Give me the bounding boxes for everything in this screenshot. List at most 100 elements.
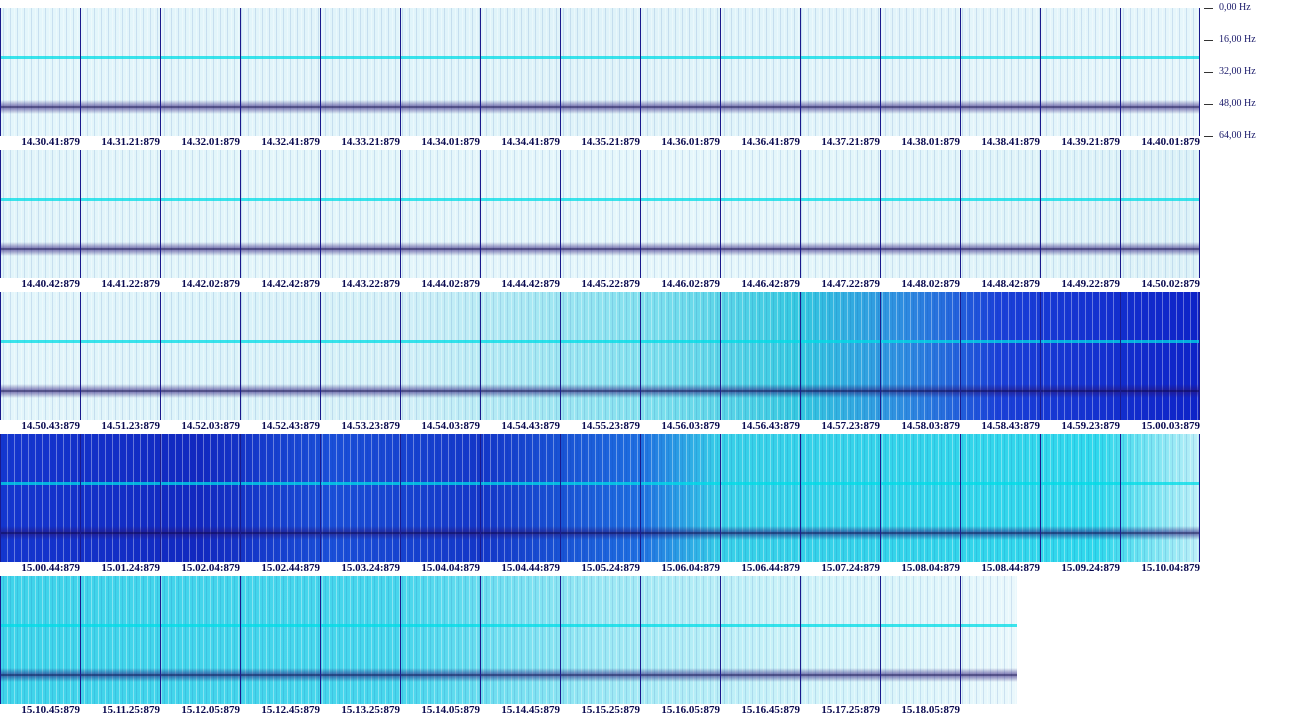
- panel-divider: [960, 8, 961, 136]
- timestamp: 14.44.42:879: [501, 278, 560, 290]
- panel-divider: [0, 150, 1, 278]
- panel-divider: [480, 292, 481, 420]
- panel-divider: [1120, 292, 1121, 420]
- signal-band: [0, 384, 1200, 398]
- panel-divider: [400, 150, 401, 278]
- timestamp: 15.08.04:879: [901, 562, 960, 574]
- timestamp: 14.52.03:879: [181, 420, 240, 432]
- spectrogram-row: 14.50.43:879 14.51.23:879 14.52.03:879 14.5…: [0, 292, 1200, 434]
- panel-divider: [1120, 434, 1121, 562]
- timestamp: 14.39.21:879: [1061, 136, 1120, 148]
- panel-divider: [880, 150, 881, 278]
- panel-divider: [1120, 150, 1121, 278]
- timestamp: 14.44.02:879: [421, 278, 480, 290]
- timestamp: 15.05.24:879: [581, 562, 640, 574]
- timestamp: 14.33.21:879: [341, 136, 400, 148]
- timestamp: 14.42.42:879: [261, 278, 320, 290]
- panel-divider: [480, 434, 481, 562]
- timestamp: 15.10.04:879: [1141, 562, 1200, 574]
- timestamp: 14.55.23:879: [581, 420, 640, 432]
- axis-label: 16,00 Hz: [1219, 34, 1256, 45]
- axis-tick: [1204, 40, 1213, 41]
- panel-divider: [240, 150, 241, 278]
- timestamp: 14.35.21:879: [581, 136, 640, 148]
- panel-divider: [560, 8, 561, 136]
- spectrogram-row: 14.40.42:879 14.41.22:879 14.42.02:879 14.4…: [0, 150, 1200, 292]
- timestamp: 15.00.44:879: [21, 562, 80, 574]
- timestamp: 14.57.23:879: [821, 420, 880, 432]
- spectrogram-image: [0, 8, 1200, 136]
- timestamp: 15.14.45:879: [501, 704, 560, 716]
- panel-divider: [400, 434, 401, 562]
- timestamp: 15.00.03:879: [1141, 420, 1200, 432]
- panel-divider: [640, 576, 641, 704]
- panel-divider: [880, 8, 881, 136]
- panel-divider: [880, 434, 881, 562]
- timestamp: 14.59.23:879: [1061, 420, 1120, 432]
- panel-divider: [720, 434, 721, 562]
- panel-divider: [1040, 8, 1041, 136]
- panel-divider: [320, 576, 321, 704]
- axis-label: 48,00 Hz: [1219, 98, 1256, 109]
- timestamp: 15.04.44:879: [501, 562, 560, 574]
- timestamp: 15.16.05:879: [661, 704, 720, 716]
- signal-line: [0, 340, 1200, 343]
- panel-divider: [320, 150, 321, 278]
- panel-divider: [80, 434, 81, 562]
- timestamp: 14.48.02:879: [901, 278, 960, 290]
- timestamp: 14.56.43:879: [741, 420, 800, 432]
- timestamp: 15.12.05:879: [181, 704, 240, 716]
- timestamp: 14.43.22:879: [341, 278, 400, 290]
- timestamp: 14.54.03:879: [421, 420, 480, 432]
- timestamp: 14.56.03:879: [661, 420, 720, 432]
- timestamp: 15.18.05:879: [901, 704, 960, 716]
- signal-band: [0, 668, 1017, 682]
- timestamp: 14.42.02:879: [181, 278, 240, 290]
- timestamp: 15.06.44:879: [741, 562, 800, 574]
- panel-divider: [800, 576, 801, 704]
- noise-texture: [0, 292, 1200, 420]
- axis-label: 64,00 Hz: [1219, 130, 1256, 141]
- panel-divider: [800, 292, 801, 420]
- panel-divider: [160, 150, 161, 278]
- signal-band: [0, 100, 1200, 114]
- timestamp: 14.50.02:879: [1141, 278, 1200, 290]
- timestamp: 14.46.02:879: [661, 278, 720, 290]
- timestamp: 14.40.01:879: [1141, 136, 1200, 148]
- panel-divider: [0, 434, 1, 562]
- panel-divider: [560, 292, 561, 420]
- spectrogram-image: [0, 292, 1200, 420]
- panel-divider: [800, 150, 801, 278]
- timestamp: 14.40.42:879: [21, 278, 80, 290]
- panel-divider: [640, 150, 641, 278]
- timestamp: 15.03.24:879: [341, 562, 400, 574]
- noise-texture: [0, 576, 1017, 704]
- axis-label: 32,00 Hz: [1219, 66, 1256, 77]
- panel-divider: [320, 434, 321, 562]
- panel-divider: [0, 8, 1, 136]
- timestamp: 14.51.23:879: [101, 420, 160, 432]
- panel-divider: [960, 576, 961, 704]
- timestamp: 15.12.45:879: [261, 704, 320, 716]
- panel-divider: [640, 434, 641, 562]
- panel-divider: [0, 576, 1, 704]
- panel-divider: [0, 292, 1, 420]
- axis-tick: [1204, 8, 1213, 9]
- timestamp: 14.31.21:879: [101, 136, 160, 148]
- timestamp: 15.17.25:879: [821, 704, 880, 716]
- panel-divider: [800, 434, 801, 562]
- panel-divider: [240, 8, 241, 136]
- signal-line: [0, 198, 1200, 201]
- spectrogram-row: 14.30.41:879 14.31.21:879 14.32.01:879 14.3…: [0, 8, 1200, 150]
- signal-line: [0, 56, 1200, 59]
- panel-divider: [400, 576, 401, 704]
- panel-divider: [400, 8, 401, 136]
- panel-divider: [640, 8, 641, 136]
- timestamp: 14.37.21:879: [821, 136, 880, 148]
- timestamp: 14.54.43:879: [501, 420, 560, 432]
- timestamp: 15.01.24:879: [101, 562, 160, 574]
- panel-divider: [720, 150, 721, 278]
- panel-divider: [1040, 292, 1041, 420]
- timestamp: 15.10.45:879: [21, 704, 80, 716]
